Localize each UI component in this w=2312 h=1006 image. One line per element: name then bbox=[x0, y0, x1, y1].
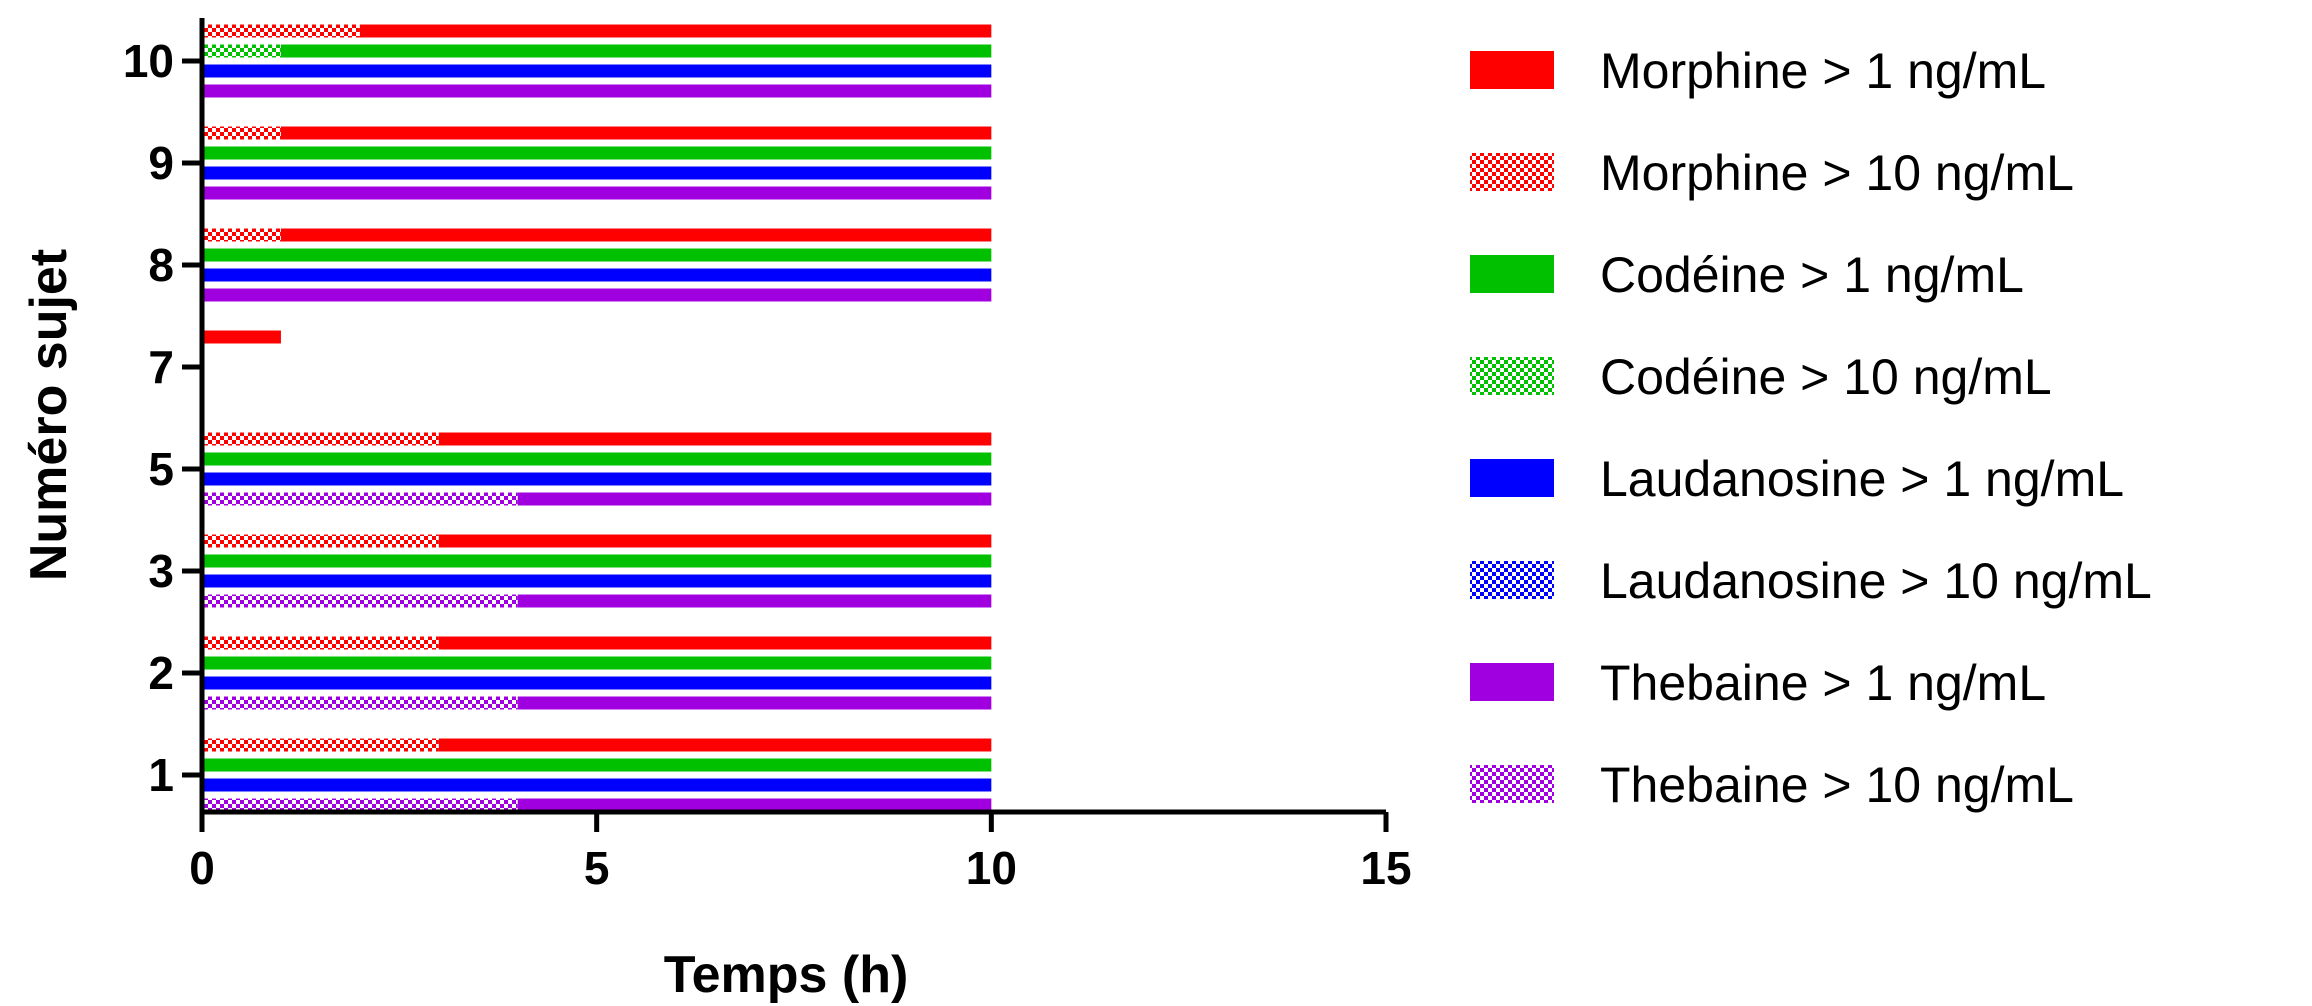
subject-10-bars bbox=[202, 24, 992, 98]
bar-subject-2-laudanosine-above1 bbox=[202, 676, 992, 690]
bar-subject-1-codeine-above1 bbox=[202, 758, 992, 772]
bar-subject-3-laudanosine-above1 bbox=[202, 574, 992, 588]
bar-subject-5-laudanosine-above1 bbox=[202, 472, 992, 486]
bar-subject-3-morphine-above10 bbox=[202, 534, 439, 548]
bar-subject-1-morphine-above10 bbox=[202, 738, 439, 752]
x-tick-label-0: 0 bbox=[189, 842, 215, 894]
bar-subject-5-morphine-above1 bbox=[438, 432, 992, 446]
bar-subject-8-codeine-above1 bbox=[202, 248, 992, 262]
subject-5-bars bbox=[202, 432, 992, 506]
legend-swatch-4 bbox=[1470, 459, 1554, 497]
bar-subject-9-codeine-above1 bbox=[202, 146, 992, 160]
subject-7-bars bbox=[202, 330, 281, 344]
bar-subject-10-morphine-above1 bbox=[359, 24, 992, 38]
y-tick-label-10: 10 bbox=[123, 35, 174, 87]
y-tick-label-9: 9 bbox=[148, 137, 174, 189]
bar-subject-8-laudanosine-above1 bbox=[202, 268, 992, 282]
legend-item-1: Morphine > 10 ng/mL bbox=[1470, 145, 2074, 201]
bar-subject-5-codeine-above1 bbox=[202, 452, 992, 466]
legend-swatch-2 bbox=[1470, 255, 1554, 293]
subject-8-bars bbox=[202, 228, 992, 302]
bar-subject-8-thebaine-above1 bbox=[202, 288, 992, 302]
y-tick-label-5: 5 bbox=[148, 443, 174, 495]
bar-subject-8-morphine-above1 bbox=[280, 228, 992, 242]
legend-label-7: Thebaine > 10 ng/mL bbox=[1600, 757, 2074, 813]
bar-subject-10-thebaine-above1 bbox=[202, 84, 992, 98]
legend-item-6: Thebaine > 1 ng/mL bbox=[1470, 655, 2046, 711]
legend-label-3: Codéine > 10 ng/mL bbox=[1600, 349, 2052, 405]
legend-item-4: Laudanosine > 1 ng/mL bbox=[1470, 451, 2124, 507]
y-tick-label-7: 7 bbox=[148, 341, 174, 393]
bar-subject-8-morphine-above10 bbox=[202, 228, 281, 242]
bar-subject-1-thebaine-above10 bbox=[202, 798, 518, 812]
legend-swatch-3 bbox=[1470, 357, 1554, 395]
bar-subject-3-thebaine-above1 bbox=[517, 594, 992, 608]
subject-3-bars bbox=[202, 534, 992, 608]
legend-swatch-6 bbox=[1470, 663, 1554, 701]
bar-subject-5-thebaine-above1 bbox=[517, 492, 992, 506]
bar-subject-5-thebaine-above10 bbox=[202, 492, 518, 506]
bar-subject-2-morphine-above1 bbox=[438, 636, 992, 650]
subject-1-bars bbox=[202, 738, 992, 812]
axes-layer: 0 5 10 15 1 2 3 5 7 8 9 10 Temps (h) Numéro sujet bbox=[20, 18, 1412, 1004]
subject-9-bars bbox=[202, 126, 992, 200]
bar-subject-2-codeine-above1 bbox=[202, 656, 992, 670]
legend-label-6: Thebaine > 1 ng/mL bbox=[1600, 655, 2046, 711]
y-tick-label-2: 2 bbox=[148, 647, 174, 699]
legend-layer: Morphine > 1 ng/mL Morphine > 10 ng/mL Cod… bbox=[1470, 43, 2152, 813]
bar-subject-9-laudanosine-above1 bbox=[202, 166, 992, 180]
legend-item-2: Codéine > 1 ng/mL bbox=[1470, 247, 2024, 303]
bar-subject-1-thebaine-above1 bbox=[517, 798, 992, 812]
bar-subject-10-codeine-above1 bbox=[280, 44, 992, 58]
y-tick-label-8: 8 bbox=[148, 239, 174, 291]
legend-item-3: Codéine > 10 ng/mL bbox=[1470, 349, 2052, 405]
legend-label-2: Codéine > 1 ng/mL bbox=[1600, 247, 2024, 303]
legend-swatch-0 bbox=[1470, 51, 1554, 89]
legend-item-0: Morphine > 1 ng/mL bbox=[1470, 43, 2046, 99]
legend-swatch-7 bbox=[1470, 765, 1554, 803]
bar-subject-10-laudanosine-above1 bbox=[202, 64, 992, 78]
x-tick-label-15: 15 bbox=[1360, 842, 1411, 894]
bar-subject-3-thebaine-above10 bbox=[202, 594, 518, 608]
y-axis-title: Numéro sujet bbox=[20, 249, 78, 581]
x-axis-title: Temps (h) bbox=[664, 946, 909, 1004]
bar-subject-7-morphine-above1 bbox=[202, 330, 281, 344]
legend-label-5: Laudanosine > 10 ng/mL bbox=[1600, 553, 2152, 609]
bar-subject-2-thebaine-above10 bbox=[202, 696, 518, 710]
legend-swatch-1 bbox=[1470, 153, 1554, 191]
bar-subject-3-codeine-above1 bbox=[202, 554, 992, 568]
bar-subject-10-morphine-above10 bbox=[202, 24, 360, 38]
bar-subject-1-laudanosine-above1 bbox=[202, 778, 992, 792]
bars-layer bbox=[202, 24, 992, 812]
x-tick-label-5: 5 bbox=[584, 842, 610, 894]
legend-label-0: Morphine > 1 ng/mL bbox=[1600, 43, 2046, 99]
legend-label-1: Morphine > 10 ng/mL bbox=[1600, 145, 2074, 201]
bar-subject-10-codeine-above10 bbox=[202, 44, 281, 58]
bar-subject-5-morphine-above10 bbox=[202, 432, 439, 446]
bar-subject-9-morphine-above10 bbox=[202, 126, 281, 140]
x-tick-label-10: 10 bbox=[966, 842, 1017, 894]
subject-2-bars bbox=[202, 636, 992, 710]
bar-subject-2-morphine-above10 bbox=[202, 636, 439, 650]
bar-subject-3-morphine-above1 bbox=[438, 534, 992, 548]
bar-subject-9-thebaine-above1 bbox=[202, 186, 992, 200]
bar-subject-9-morphine-above1 bbox=[280, 126, 992, 140]
legend-item-7: Thebaine > 10 ng/mL bbox=[1470, 757, 2074, 813]
bar-subject-1-morphine-above1 bbox=[438, 738, 992, 752]
bar-subject-2-thebaine-above1 bbox=[517, 696, 992, 710]
y-tick-label-3: 3 bbox=[148, 545, 174, 597]
legend-swatch-5 bbox=[1470, 561, 1554, 599]
legend-item-5: Laudanosine > 10 ng/mL bbox=[1470, 553, 2152, 609]
legend-label-4: Laudanosine > 1 ng/mL bbox=[1600, 451, 2124, 507]
y-tick-label-1: 1 bbox=[148, 749, 174, 801]
